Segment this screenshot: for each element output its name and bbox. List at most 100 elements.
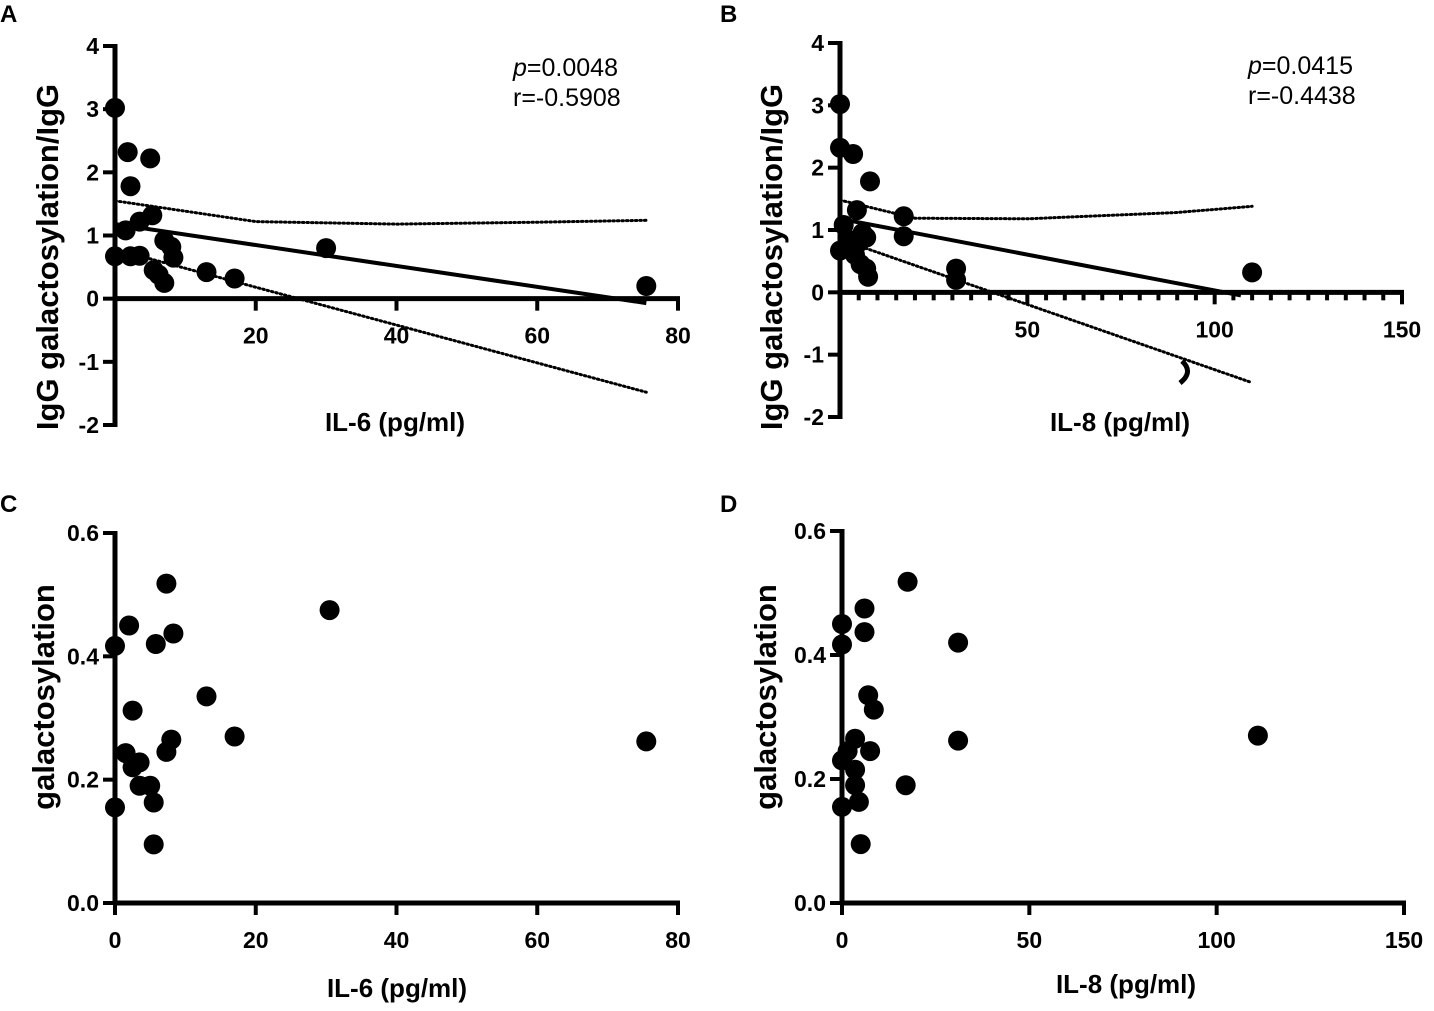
data-point [122, 700, 143, 721]
data-point [117, 142, 138, 163]
data-point [119, 615, 140, 636]
x-axis-title: IL-8 (pg/ml) [1056, 969, 1196, 999]
regression-line [114, 222, 647, 306]
data-point [142, 205, 163, 226]
x-tick-label: 40 [384, 927, 410, 953]
data-point [156, 573, 177, 594]
panel-letter: D [720, 491, 737, 518]
data-point [105, 246, 125, 267]
r-value-text: r=-0.5908 [513, 84, 621, 112]
data-point [636, 731, 657, 752]
data-point [845, 775, 866, 796]
y-tick-label: 2 [811, 155, 824, 181]
data-point [105, 797, 125, 818]
data-point [224, 268, 245, 289]
y-tick-label: 0.4 [67, 643, 99, 669]
data-point [854, 622, 875, 643]
data-point [856, 227, 877, 248]
data-point [196, 686, 217, 707]
panel-a: A IgG galactosylation/IgG IL-6 (pg/ml) p… [0, 1, 691, 438]
data-point [129, 752, 150, 773]
y-tick-label: 0.2 [794, 766, 826, 792]
panel-c: C galactosylation IL-6 (pg/ml) 0.0 0.2 0.4… [0, 491, 691, 1003]
data-point [1247, 725, 1268, 746]
ci-lower-line [838, 237, 1254, 385]
panel-d: D galactosylation IL-8 (pg/ml) 0.0 0.2 0.4… [720, 491, 1423, 999]
data-point [163, 247, 184, 268]
data-point [161, 729, 182, 750]
data-point [948, 632, 969, 653]
data-point [846, 200, 867, 221]
y-tick-label: -1 [79, 349, 100, 375]
data-point [105, 635, 125, 656]
data-point [850, 834, 871, 855]
data-point [163, 623, 184, 644]
y-tick-label: 0.0 [794, 890, 826, 916]
stray-bracket-mark [1178, 359, 1190, 385]
y-tick-label: 3 [86, 96, 99, 122]
p-value: =0.0415 [1262, 52, 1353, 80]
y-axis-title: galactosylation [748, 584, 783, 810]
y-tick-label: 0 [811, 279, 824, 305]
data-point [863, 699, 884, 720]
data-point [832, 634, 852, 655]
panel-b: B IgG galactosylation/IgG IL-8 (pg/ml) p… [720, 1, 1421, 437]
x-axis-title: IL-6 (pg/ml) [327, 973, 467, 1003]
y-tick-label: 0.0 [67, 890, 99, 916]
y-axis-title: IgG galactosylation/IgG [754, 84, 789, 430]
data-point [897, 571, 918, 592]
ci-upper-line [113, 199, 648, 226]
panel-letter: A [0, 1, 17, 28]
x-tick-label: 100 [1197, 927, 1235, 953]
y-tick-label: 2 [86, 159, 99, 185]
data-point [843, 144, 864, 164]
data-point [145, 634, 166, 654]
data-point [895, 775, 916, 796]
stats-annotation: p=0.0415 r=-0.4438 [1247, 52, 1356, 110]
data-point [845, 728, 866, 749]
r-value-text: r=-0.4438 [1248, 82, 1356, 110]
x-tick-label: 60 [524, 927, 550, 953]
x-tick-label: 50 [1015, 316, 1041, 342]
stats-annotation: p=0.0048 r=-0.5908 [512, 54, 621, 112]
data-point [636, 276, 657, 296]
data-point [893, 226, 914, 247]
data-point [832, 614, 852, 634]
p-value: =0.0048 [527, 54, 618, 82]
y-tick-label: 3 [811, 92, 824, 118]
data-point [1242, 262, 1263, 283]
data-point [848, 791, 869, 812]
data-point [143, 834, 164, 855]
data-point [832, 796, 852, 817]
data-point [224, 726, 245, 747]
data-point [154, 272, 175, 293]
x-tick-label: 80 [665, 927, 691, 953]
y-tick-label: 4 [86, 33, 99, 59]
data-point [316, 238, 337, 259]
data-point [140, 775, 161, 796]
p-value-text: p=0.0048 [512, 54, 618, 82]
data-point [120, 176, 141, 197]
data-point [845, 759, 866, 780]
data-point [948, 730, 969, 751]
x-tick-label: 150 [1383, 316, 1421, 342]
data-point [143, 792, 164, 813]
y-tick-label: 1 [811, 217, 824, 243]
data-point [105, 97, 125, 118]
data-point [830, 94, 850, 115]
data-point [196, 262, 217, 283]
y-tick-label: -1 [804, 342, 825, 368]
ci-upper-line [838, 198, 1254, 221]
data-point [140, 148, 161, 169]
p-label: p [1247, 52, 1262, 80]
x-tick-label: 60 [524, 323, 550, 349]
panel-letter: C [0, 491, 17, 518]
y-axis-title: galactosylation [26, 584, 61, 810]
y-tick-label: 1 [86, 223, 99, 249]
data-point [860, 741, 881, 762]
x-tick-label: 80 [665, 323, 691, 349]
x-tick-label: 20 [243, 323, 269, 349]
x-tick-label: 20 [243, 927, 269, 953]
y-tick-label: -2 [804, 404, 824, 430]
